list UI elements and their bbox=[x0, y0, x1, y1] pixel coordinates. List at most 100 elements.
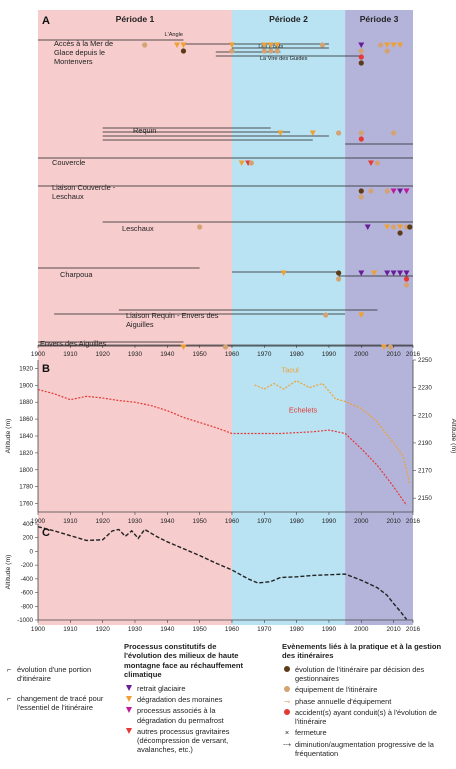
x-tick-label: 1900 bbox=[31, 626, 46, 633]
y-tick-label: 1820 bbox=[19, 450, 33, 457]
x-tick-label: 1950 bbox=[193, 351, 208, 358]
portion-line-icon: ⌐ bbox=[6, 665, 12, 674]
x-tick-label: 1940 bbox=[160, 626, 175, 633]
glacial-retreat-icon bbox=[126, 684, 132, 691]
accident-dot-icon bbox=[284, 708, 290, 715]
event-dot bbox=[403, 282, 410, 288]
panel-letter: A bbox=[42, 15, 50, 27]
event-dot bbox=[368, 188, 374, 194]
event-dot bbox=[391, 130, 397, 136]
event-dot bbox=[336, 130, 342, 136]
route-label: Couvercle bbox=[52, 158, 85, 167]
event-triangle bbox=[174, 42, 181, 48]
event-dot bbox=[180, 48, 187, 54]
event-triangle bbox=[397, 188, 404, 194]
event-triangle bbox=[367, 160, 374, 166]
event-dot bbox=[229, 48, 235, 54]
period-band bbox=[231, 10, 346, 625]
x-tick-label: 1980 bbox=[290, 351, 305, 358]
route-label: Requin bbox=[133, 126, 156, 135]
event-dot bbox=[358, 54, 364, 60]
event-triangle bbox=[397, 224, 404, 230]
processes-title: Processus constitutifs de l'évolution de… bbox=[124, 642, 243, 680]
route-row: Requin bbox=[102, 126, 413, 145]
x-tick-label: 2010 bbox=[386, 518, 401, 525]
series-line bbox=[37, 526, 408, 620]
event-triangle bbox=[261, 42, 268, 48]
event-dot bbox=[407, 224, 413, 230]
legend-event-label: phase annuelle d'équipement bbox=[295, 696, 392, 706]
event-triangle bbox=[180, 344, 187, 350]
legend-process-item: processus associés à la dégradation du p… bbox=[124, 706, 252, 725]
y-tick-label-right: 2250 bbox=[418, 357, 432, 364]
y-tick-label: -600 bbox=[21, 590, 34, 597]
x-tick-label: 1970 bbox=[257, 626, 272, 633]
legend-line-label: changement de tracé pour l'essentiel de … bbox=[17, 693, 104, 712]
event-dot bbox=[197, 224, 203, 230]
period-label: Période 1 bbox=[116, 14, 155, 24]
legend-event-label: diminution/augmentation progressive de l… bbox=[295, 739, 434, 758]
y-tick-label: 1760 bbox=[19, 501, 33, 508]
x-tick-label: 1960 bbox=[225, 518, 240, 525]
route-label: Aiguilles bbox=[126, 320, 154, 329]
x-tick-label: 1990 bbox=[322, 518, 337, 525]
legend-process-label: processus associés à la dégradation du p… bbox=[137, 706, 224, 725]
event-dot bbox=[274, 48, 280, 54]
x-tick-label: 1970 bbox=[257, 518, 272, 525]
route-label: Montenvers bbox=[54, 57, 93, 66]
x-tick-label: 2016 bbox=[406, 626, 421, 633]
annual-equipment-icon: ⊸ bbox=[283, 696, 291, 706]
event-triangle bbox=[397, 270, 404, 276]
period-band bbox=[38, 10, 232, 625]
period-label: Période 3 bbox=[360, 14, 399, 24]
event-triangle bbox=[364, 224, 371, 230]
period-band bbox=[345, 10, 413, 625]
route-label: Envers des Aiguilles bbox=[40, 339, 106, 348]
event-triangle bbox=[180, 42, 187, 48]
event-dot bbox=[387, 344, 393, 350]
event-dot bbox=[142, 42, 148, 48]
route-sublabel: La Vire des Guides bbox=[260, 56, 308, 62]
panel-letter: B bbox=[42, 363, 50, 375]
panel-letter: C bbox=[42, 527, 50, 539]
event-dot bbox=[336, 276, 342, 282]
event-dot bbox=[268, 48, 274, 54]
series-label: Tacul bbox=[282, 365, 300, 374]
event-triangle bbox=[390, 270, 397, 276]
x-tick-label: 1930 bbox=[128, 626, 143, 633]
event-triangle bbox=[358, 270, 365, 276]
y-tick-label: 1800 bbox=[19, 467, 33, 474]
legend-process-label: autres processus gravitaires (décompress… bbox=[137, 726, 230, 755]
y-tick-label-right: 2170 bbox=[418, 468, 432, 475]
route-label: Liaison Couvercle - bbox=[52, 183, 116, 192]
y-tick-label: -200 bbox=[21, 562, 34, 569]
route-row: Envers des Aiguilles bbox=[38, 339, 413, 350]
event-dot bbox=[384, 48, 390, 54]
event-triangle bbox=[280, 270, 287, 276]
x-tick-label: 2000 bbox=[354, 626, 369, 633]
legend-line-item: ⌐ évolution d'une portion d'itinéraire bbox=[4, 665, 119, 684]
route-label: Leschaux bbox=[122, 224, 154, 233]
x-tick-label: 1970 bbox=[257, 351, 272, 358]
permafrost-icon bbox=[126, 707, 132, 714]
x-tick-label: 2000 bbox=[354, 351, 369, 358]
legend-process-item: retrait glaciaire bbox=[124, 684, 252, 693]
x-tick-label: 1920 bbox=[96, 518, 111, 525]
event-triangle bbox=[358, 312, 365, 318]
event-dot bbox=[374, 160, 381, 166]
legend-event-label: évolution de l'itinéraire par décision d… bbox=[295, 664, 425, 684]
frequentation-arrow-icon: ⤏ bbox=[283, 739, 291, 749]
x-tick-label: 1900 bbox=[31, 518, 46, 525]
legend-process-item: dégradation des moraines bbox=[124, 695, 252, 704]
event-dot bbox=[384, 188, 390, 194]
altitude-panel-b: 1760 1780 1800 1820 1840 1860 1880 1900 1920 2150… bbox=[5, 357, 456, 525]
y-tick-label: 1920 bbox=[19, 365, 33, 372]
route-row: Liaison Couvercle -Leschaux bbox=[38, 183, 413, 201]
legend-process-label: retrait glaciaire bbox=[137, 683, 186, 693]
legend-event-item: × fermeture bbox=[282, 728, 454, 737]
event-triangle bbox=[371, 270, 378, 276]
legend-event-label: fermeture bbox=[295, 728, 327, 738]
y-tick-label: 1880 bbox=[19, 399, 33, 406]
event-triangle bbox=[274, 42, 281, 48]
